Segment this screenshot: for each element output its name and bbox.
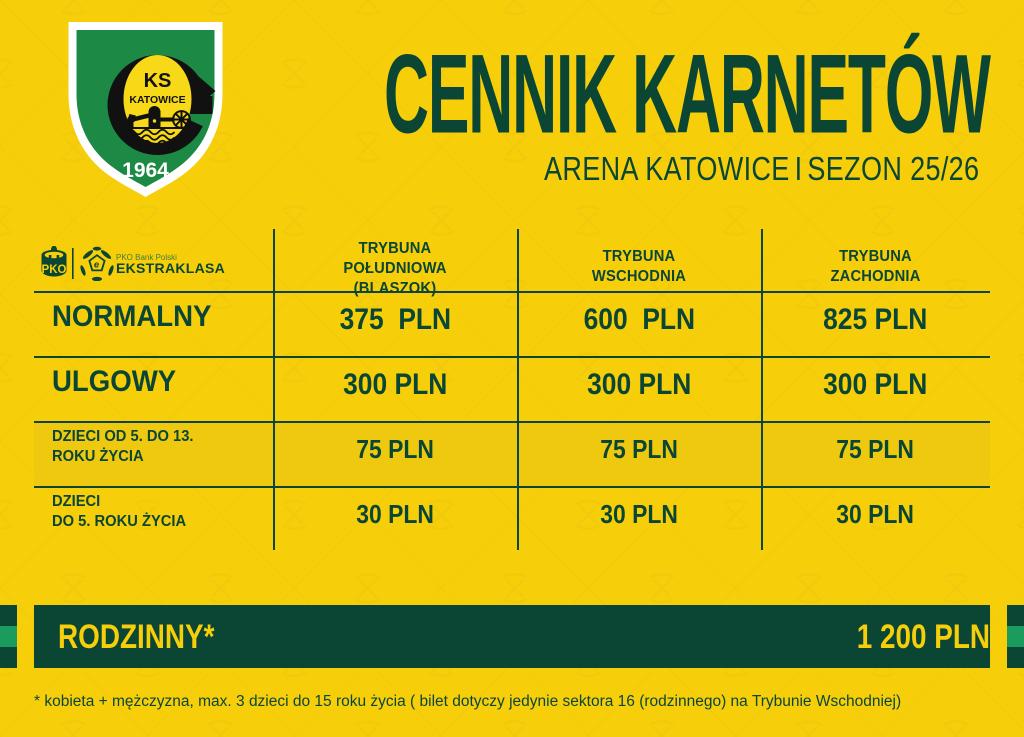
svg-text:EKSTRAKLASA: EKSTRAKLASA xyxy=(116,260,225,276)
svg-text:PKO: PKO xyxy=(42,264,67,276)
svg-text:e: e xyxy=(94,259,100,270)
